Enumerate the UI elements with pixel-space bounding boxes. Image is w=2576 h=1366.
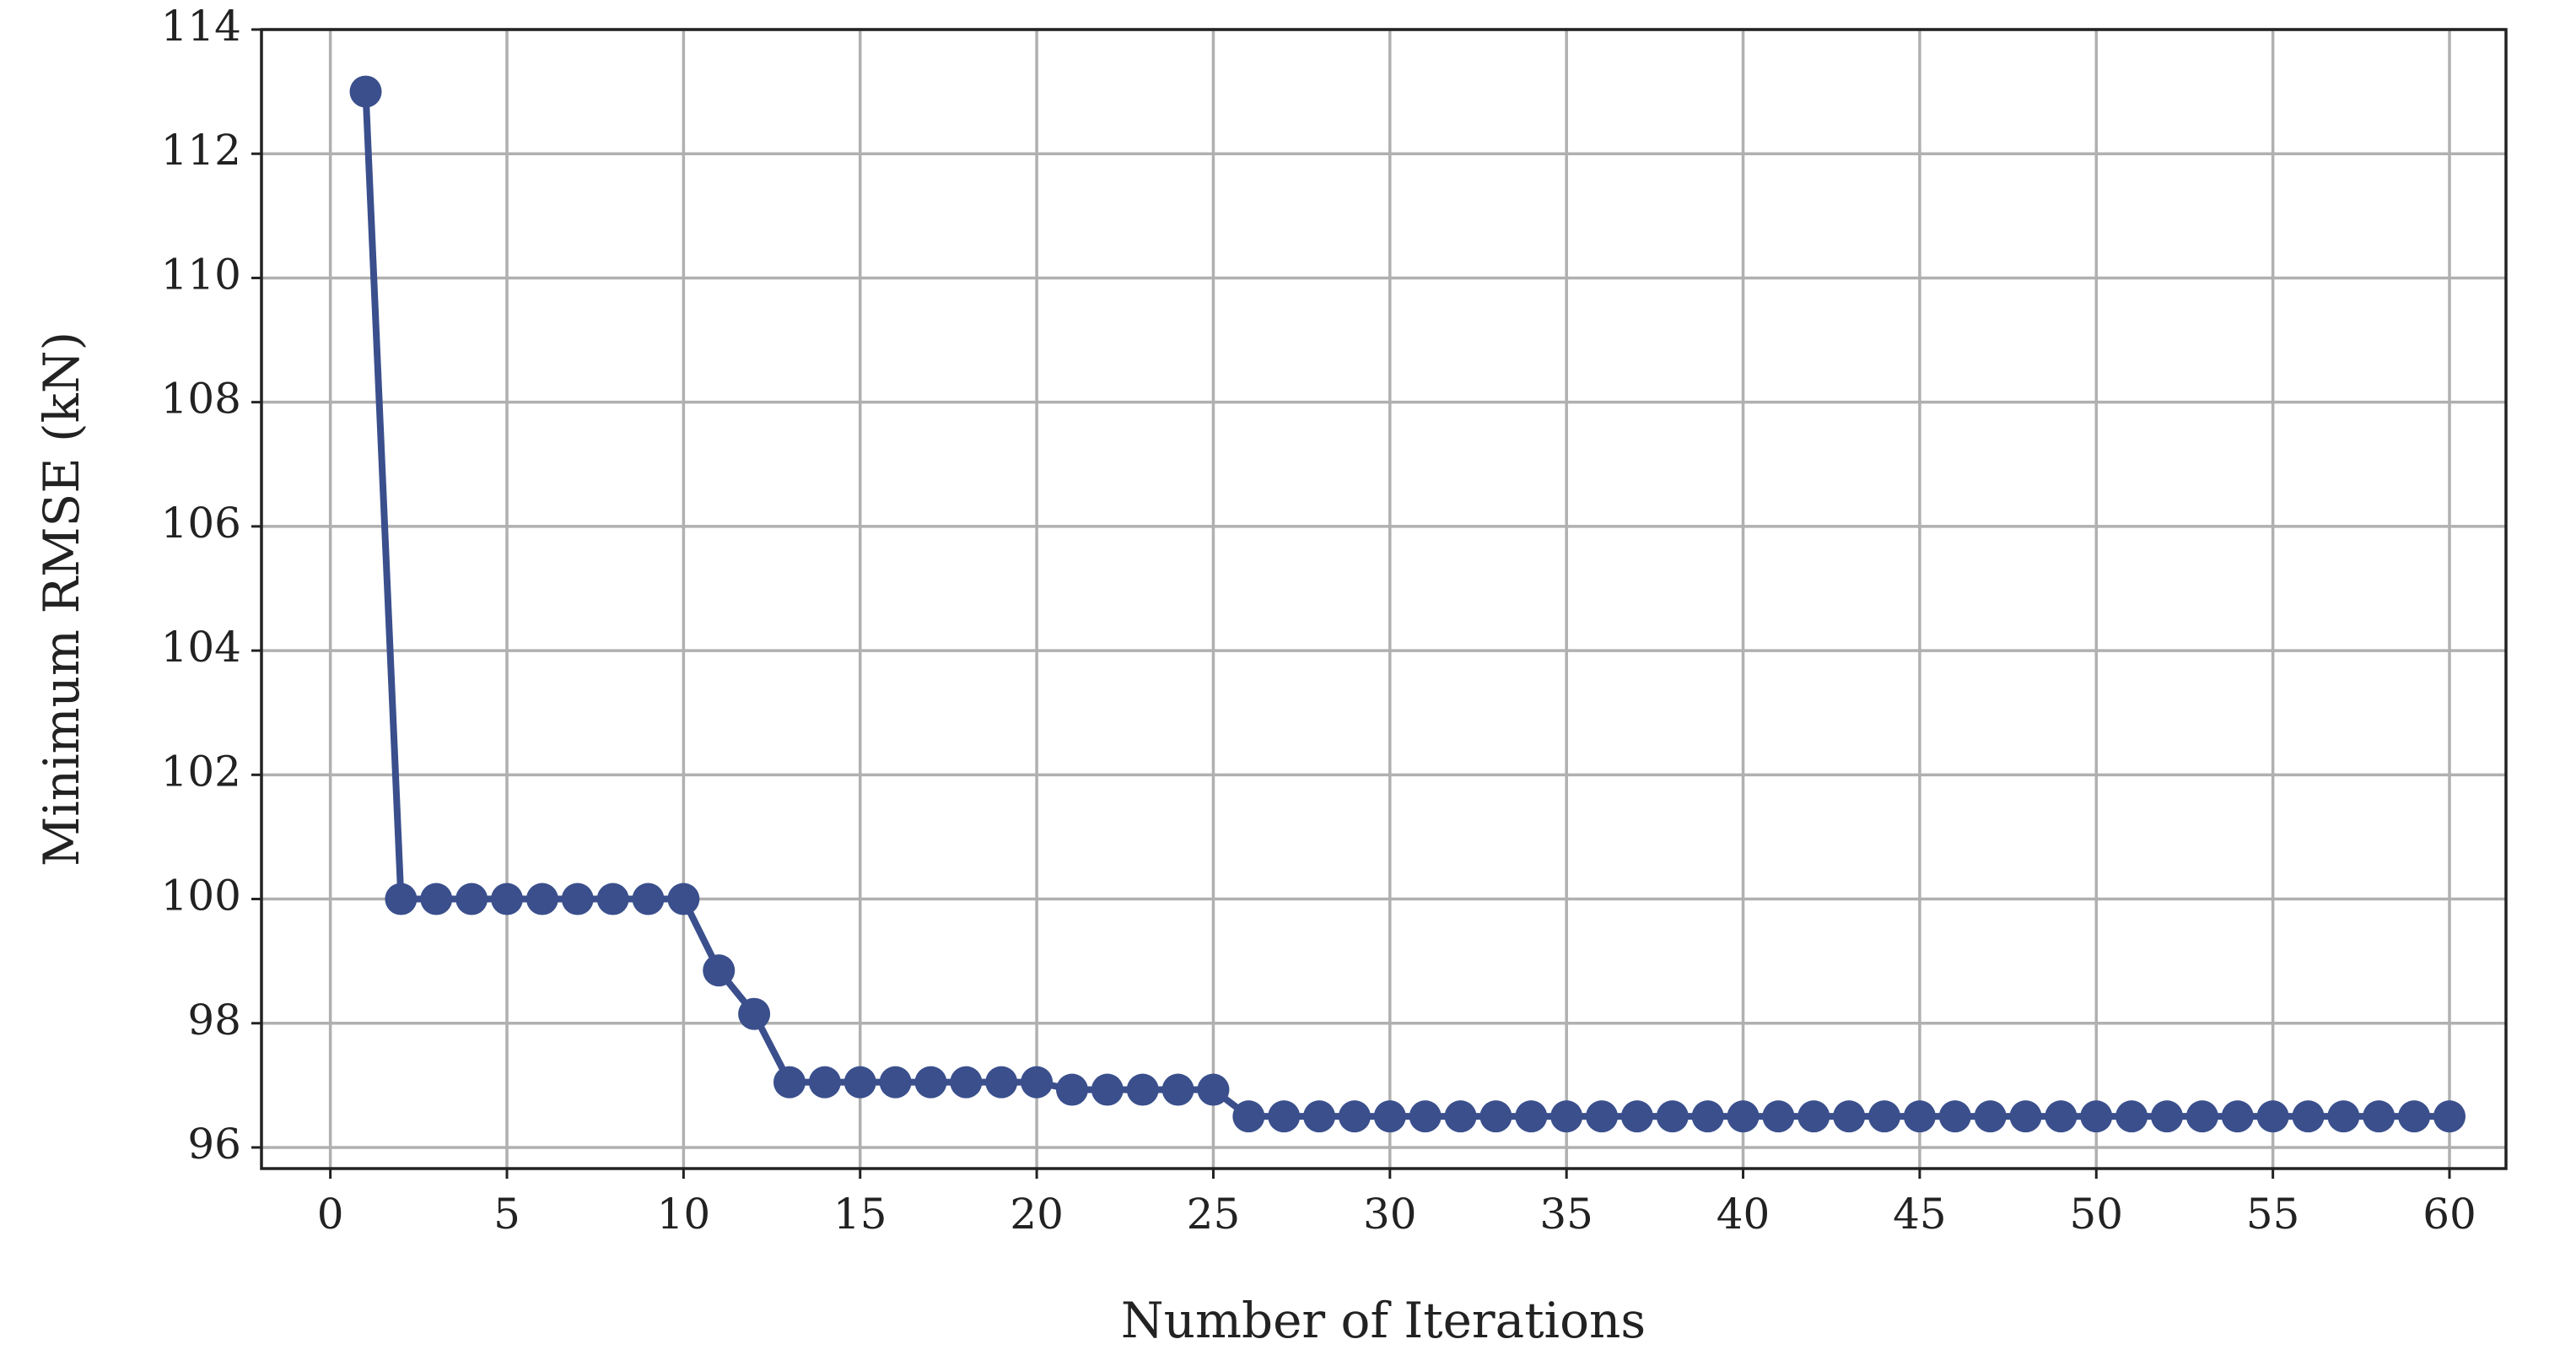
y-tick-label: 112 <box>161 126 241 175</box>
x-tick-label: 50 <box>2069 1190 2123 1239</box>
point-marker <box>1938 1100 1971 1133</box>
series-line <box>362 91 2449 1120</box>
point-marker <box>2151 1100 2184 1133</box>
x-tick-label: 25 <box>1187 1190 1241 1239</box>
point-marker <box>914 1066 947 1099</box>
y-tick-label: 100 <box>161 872 241 921</box>
point-marker <box>1338 1100 1371 1133</box>
point-marker <box>349 75 382 108</box>
point-marker <box>1444 1100 1477 1133</box>
x-tick-label: 0 <box>317 1190 344 1239</box>
point-marker <box>2009 1100 2042 1133</box>
point-marker <box>561 883 594 915</box>
y-tick-label: 102 <box>161 747 241 796</box>
y-tick-label: 106 <box>161 499 241 548</box>
x-tick-label: 20 <box>1010 1190 1064 1239</box>
point-marker <box>2185 1100 2218 1133</box>
point-marker <box>808 1066 841 1099</box>
point-marker <box>1691 1100 1724 1133</box>
point-marker <box>1586 1100 1619 1133</box>
x-tick-label: 5 <box>493 1190 520 1239</box>
point-marker <box>1268 1100 1301 1133</box>
point-marker <box>703 954 736 987</box>
point-marker <box>2327 1100 2360 1133</box>
point-marker <box>1409 1100 1442 1133</box>
point-marker <box>525 883 558 915</box>
point-marker <box>738 997 771 1030</box>
point-marker <box>632 883 665 915</box>
y-axis-label: Minimum RMSE (kN) <box>33 332 90 867</box>
x-tick-label: 10 <box>657 1190 711 1239</box>
point-marker <box>491 883 524 915</box>
point-marker <box>1197 1073 1230 1106</box>
point-marker <box>1727 1100 1760 1133</box>
point-marker <box>1303 1100 1336 1133</box>
point-marker <box>1833 1100 1866 1133</box>
point-marker <box>2080 1100 2113 1133</box>
point-marker <box>2398 1100 2431 1133</box>
x-tick-label: 55 <box>2246 1190 2300 1239</box>
x-tick-label: 30 <box>1363 1190 1417 1239</box>
x-tick-label: 60 <box>2422 1190 2476 1239</box>
point-marker <box>1232 1100 1265 1133</box>
point-marker <box>1161 1073 1194 1106</box>
plot-frame <box>260 28 2508 1170</box>
point-marker <box>1515 1100 1548 1133</box>
y-tick-label: 96 <box>187 1120 241 1169</box>
point-marker <box>455 883 488 915</box>
point-marker <box>1903 1100 1936 1133</box>
point-marker <box>1055 1073 1088 1106</box>
point-marker <box>385 883 418 915</box>
point-marker <box>1620 1100 1653 1133</box>
point-marker <box>420 883 453 915</box>
y-tick-label: 98 <box>187 996 241 1045</box>
y-tick-label: 108 <box>161 375 241 424</box>
point-marker <box>1126 1073 1159 1106</box>
x-tick-label: 40 <box>1716 1190 1770 1239</box>
point-marker <box>667 883 700 915</box>
y-tick-label: 110 <box>161 250 241 299</box>
point-marker <box>773 1066 806 1099</box>
x-axis-label: Number of Iterations <box>1121 1292 1646 1349</box>
point-marker <box>1762 1100 1795 1133</box>
x-tick-label: 35 <box>1539 1190 1593 1239</box>
y-tick-label: 104 <box>161 623 241 672</box>
point-marker <box>2045 1100 2078 1133</box>
point-marker <box>950 1066 983 1099</box>
point-marker <box>879 1066 912 1099</box>
point-marker <box>1550 1100 1583 1133</box>
point-marker <box>596 883 629 915</box>
point-marker <box>2256 1100 2289 1133</box>
y-tick-label: 114 <box>161 2 241 51</box>
point-marker <box>1656 1100 1689 1133</box>
point-marker <box>2363 1100 2395 1133</box>
point-marker <box>1479 1100 1512 1133</box>
point-marker <box>1797 1100 1830 1133</box>
point-marker <box>1091 1073 1124 1106</box>
x-tick-label: 15 <box>833 1190 887 1239</box>
point-marker <box>2221 1100 2254 1133</box>
point-marker <box>843 1066 876 1099</box>
point-marker <box>2115 1100 2148 1133</box>
point-marker <box>1868 1100 1901 1133</box>
point-marker <box>1021 1066 1054 1099</box>
point-marker <box>1373 1100 1406 1133</box>
point-marker <box>2292 1100 2325 1133</box>
point-marker <box>985 1066 1018 1099</box>
point-marker <box>1974 1100 2007 1133</box>
point-marker <box>2433 1100 2466 1133</box>
x-tick-label: 45 <box>1893 1190 1947 1239</box>
